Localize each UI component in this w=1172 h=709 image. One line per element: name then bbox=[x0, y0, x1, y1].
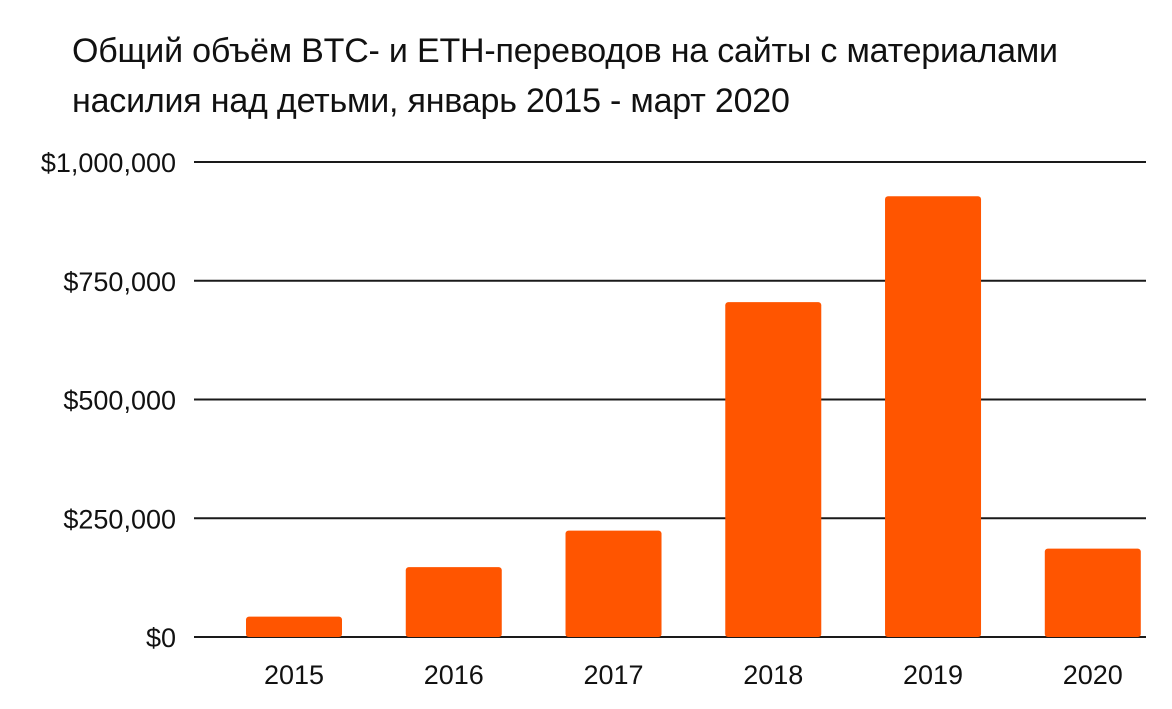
x-tick-label: 2016 bbox=[424, 660, 484, 690]
y-tick-label: $750,000 bbox=[63, 267, 176, 297]
y-axis: $0 $250,000 $500,000 $750,000 $1,000,000 bbox=[41, 148, 176, 653]
x-tick-label: 2020 bbox=[1063, 660, 1123, 690]
x-tick-label: 2015 bbox=[264, 660, 324, 690]
chart-title: Общий объём BTC- и ETH-переводов на сайт… bbox=[72, 32, 1058, 120]
y-tick-label: $1,000,000 bbox=[41, 148, 176, 178]
gridlines bbox=[194, 161, 1146, 638]
bar-2019 bbox=[885, 196, 982, 637]
y-tick-label: $500,000 bbox=[63, 386, 176, 416]
bar-2020 bbox=[1044, 548, 1141, 637]
x-tick-label: 2017 bbox=[583, 660, 643, 690]
bar-2016 bbox=[405, 567, 502, 637]
y-tick-label: $0 bbox=[146, 623, 176, 653]
y-tick-label: $250,000 bbox=[63, 504, 176, 534]
bar-2018 bbox=[725, 302, 822, 637]
bar-2017 bbox=[565, 530, 662, 637]
x-tick-label: 2018 bbox=[743, 660, 803, 690]
bar-2015 bbox=[246, 616, 342, 637]
x-axis: 2015 2016 2017 2018 2019 2020 bbox=[264, 660, 1123, 690]
x-tick-label: 2019 bbox=[903, 660, 963, 690]
bars bbox=[246, 196, 1141, 637]
